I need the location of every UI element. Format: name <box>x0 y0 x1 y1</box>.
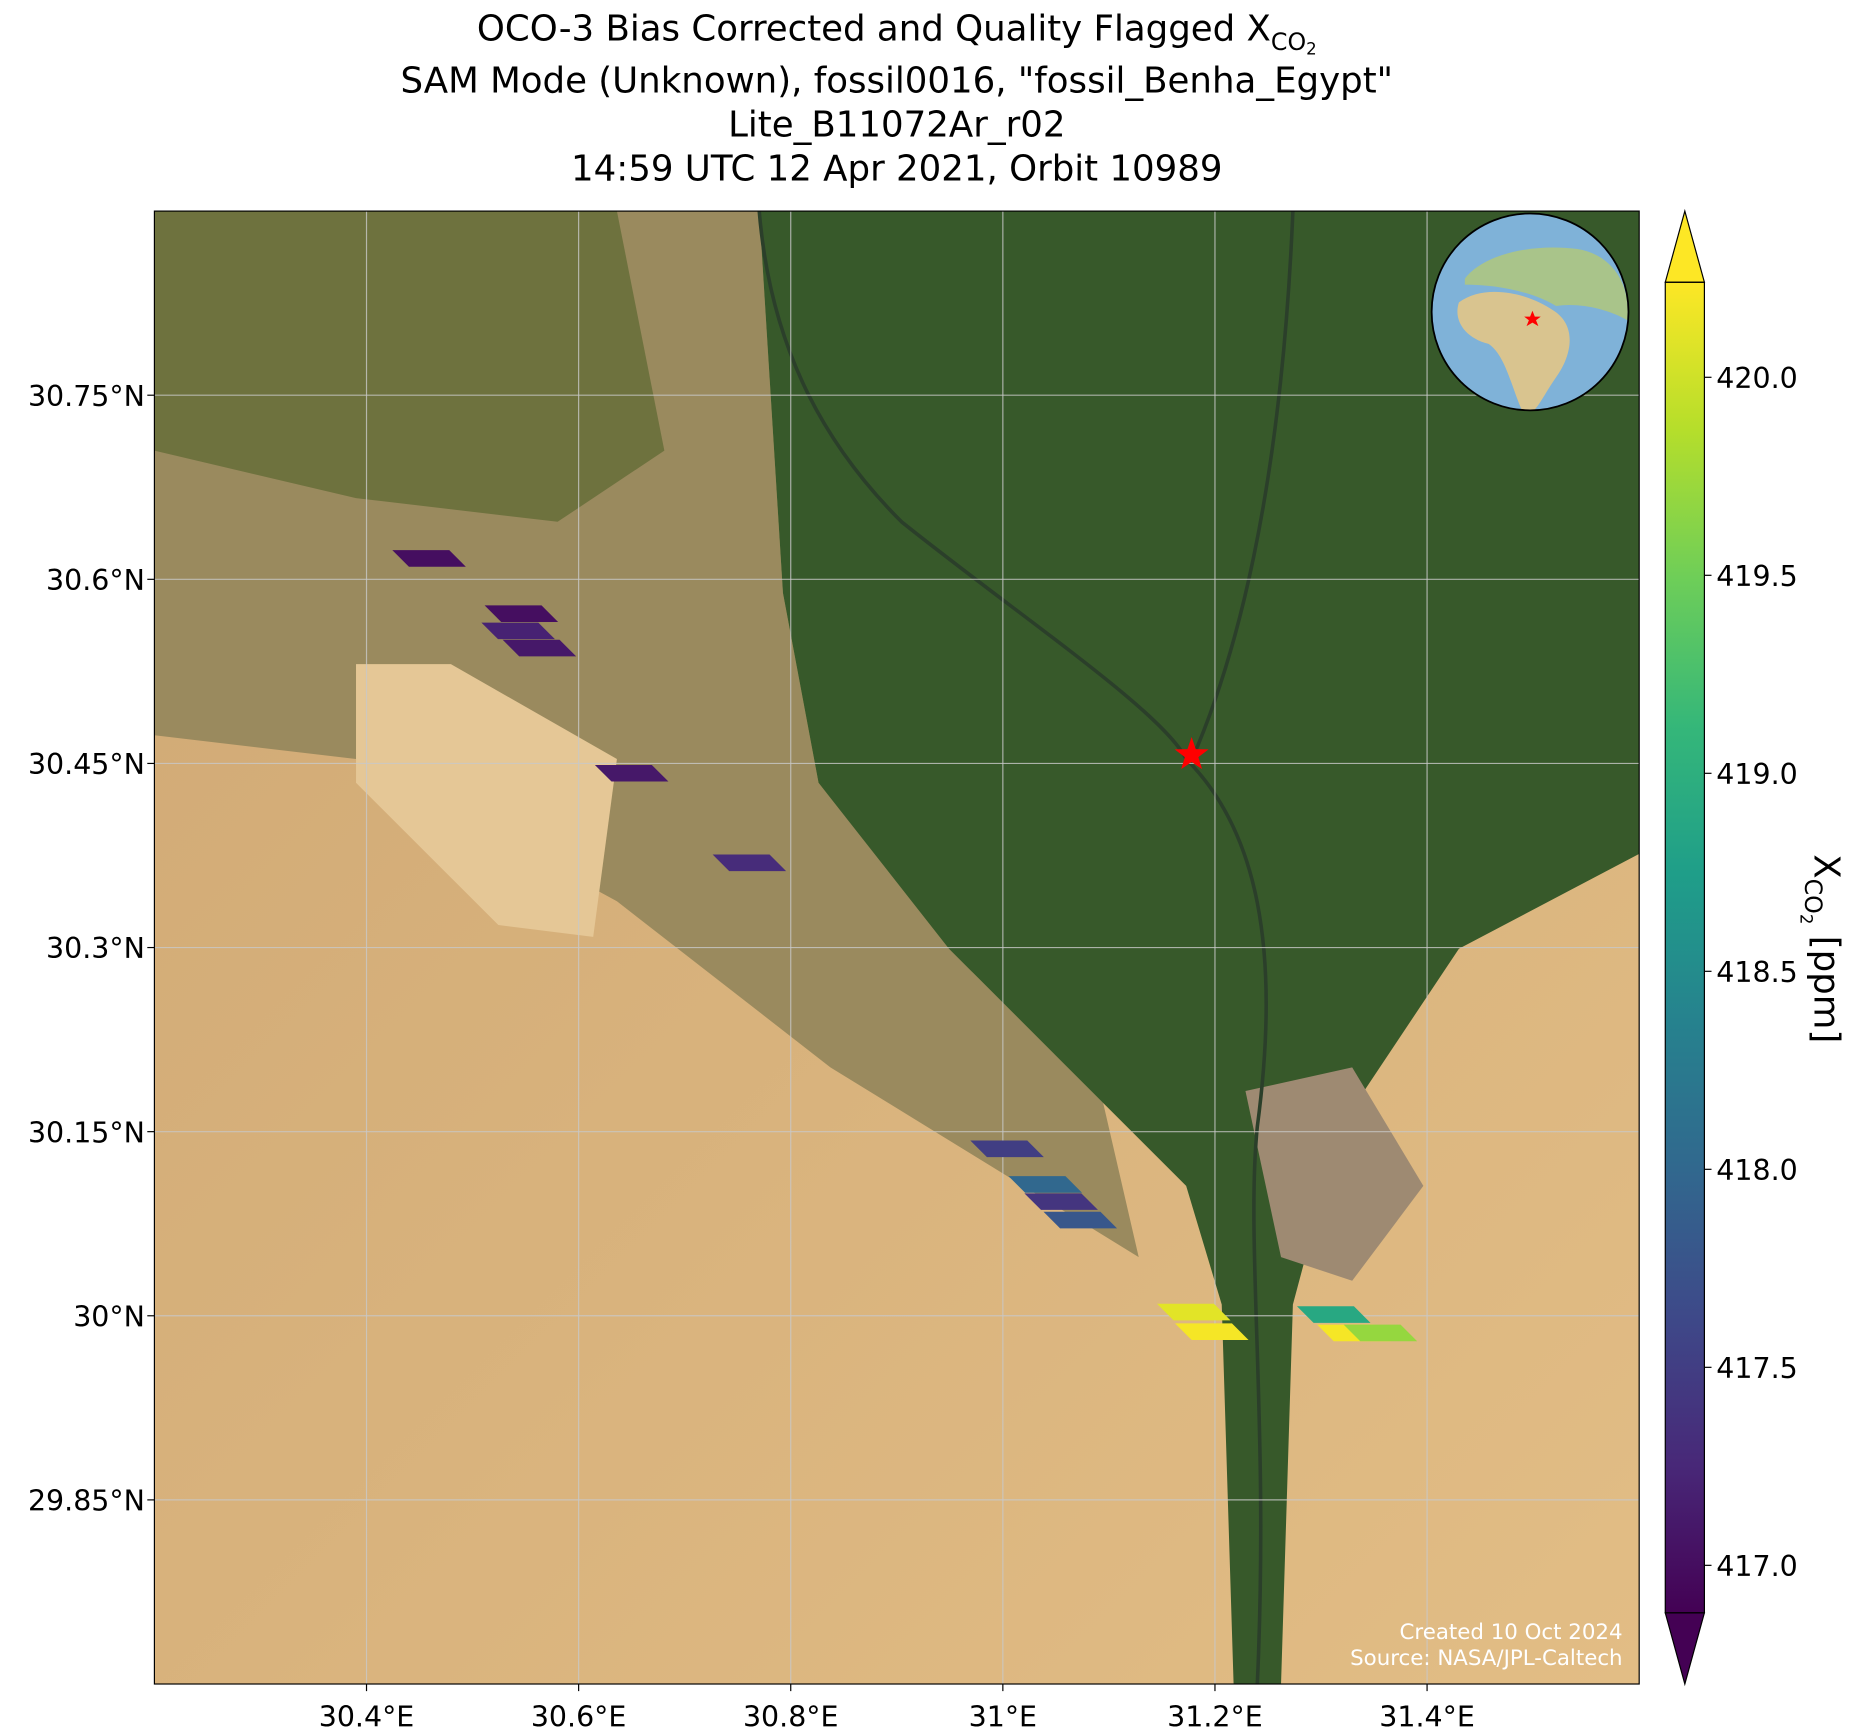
x-tick-label: 30.4°E <box>319 1701 415 1734</box>
colorbar-frame <box>1664 281 1705 1614</box>
y-tick-label: 30.6°N <box>46 564 145 597</box>
chart-title: OCO-3 Bias Corrected and Quality Flagged… <box>477 8 1317 58</box>
desert-patch <box>356 664 617 937</box>
x-tick-label: 30.8°E <box>743 1701 839 1734</box>
colorbar-label: XCO2 [ppm] <box>1796 854 1846 1043</box>
x-tick-label: 31.4°E <box>1379 1701 1475 1734</box>
y-tick-label: 30°N <box>73 1300 145 1333</box>
footprint <box>1296 1306 1371 1323</box>
cbar-label-subsub: 2 <box>1796 914 1815 925</box>
grid <box>154 211 1640 1685</box>
footprint <box>392 550 466 567</box>
globe-outline <box>1430 212 1630 412</box>
x-tick-label: 31°E <box>969 1701 1037 1734</box>
site-marker <box>1174 737 1209 770</box>
colorbar-tick-label: 420.0 <box>1716 362 1797 395</box>
globe-site <box>1524 310 1541 327</box>
title-text: OCO-3 Bias Corrected and Quality Flagged… <box>477 8 1271 49</box>
globe-eurasia <box>1464 247 1628 321</box>
footprint <box>970 1140 1044 1158</box>
colorbar-tick-label: 418.5 <box>1716 956 1797 989</box>
footprint <box>1008 1176 1083 1193</box>
nile <box>757 211 1268 1685</box>
farmland-green <box>154 211 665 522</box>
footprint <box>712 854 787 872</box>
annotation: Created 10 Oct 2024 <box>1400 1620 1623 1645</box>
globe-inset <box>1430 212 1630 412</box>
footprint <box>594 764 669 782</box>
footprint <box>1156 1303 1231 1321</box>
cbar-label-sub: CO <box>1799 879 1827 914</box>
footprint <box>481 622 555 640</box>
colorbar-tick-label: 419.5 <box>1716 560 1797 593</box>
y-tick-label: 30.45°N <box>28 748 145 781</box>
footprints <box>392 550 1418 1342</box>
colorbar: 417.0 417.5 418.0 418.5 419.0 419.5 420.0 <box>1664 208 1798 1687</box>
subtitle: 14:59 UTC 12 Apr 2021, Orbit 10989 <box>571 148 1223 189</box>
subtitle: Lite_B11072Ar_r02 <box>728 104 1065 145</box>
footprint <box>1343 1324 1418 1342</box>
footprint <box>502 639 577 657</box>
colorbar-extend-min <box>1664 1612 1706 1687</box>
cbar-label-text: X <box>1806 854 1847 878</box>
cbar-label-tail: [ppm] <box>1806 924 1847 1043</box>
colorbar-tick-label: 417.0 <box>1716 1550 1797 1583</box>
nile-branch <box>1190 211 1295 760</box>
globe-africa <box>1457 291 1570 411</box>
colorbar-body <box>1665 282 1705 1613</box>
y-tick-label: 30.3°N <box>46 932 145 965</box>
footprint <box>1024 1193 1098 1210</box>
y-tick-label: 29.85°N <box>28 1485 145 1518</box>
colorbar-tick-label: 417.5 <box>1716 1352 1797 1385</box>
colorbar-tick-label: 419.0 <box>1716 758 1797 791</box>
footprint <box>1175 1323 1249 1341</box>
colorbar-tick-label: 418.0 <box>1716 1154 1797 1187</box>
y-tick-label: 30.75°N <box>28 380 145 413</box>
y-tick-label: 30.15°N <box>28 1116 145 1149</box>
cairo <box>1245 1067 1424 1281</box>
x-tick-label: 31.2°E <box>1167 1701 1263 1734</box>
subtitle: SAM Mode (Unknown), fossil0016, "fossil_… <box>401 61 1394 102</box>
footprint <box>1043 1211 1118 1229</box>
title-subsub: 2 <box>1306 40 1317 59</box>
x-tick-label: 30.6°E <box>531 1701 627 1734</box>
colorbar-extend-max <box>1664 208 1706 283</box>
title-sub: CO <box>1271 28 1306 56</box>
footprint <box>484 605 559 622</box>
annotation: Source: NASA/JPL-Caltech <box>1350 1646 1622 1671</box>
